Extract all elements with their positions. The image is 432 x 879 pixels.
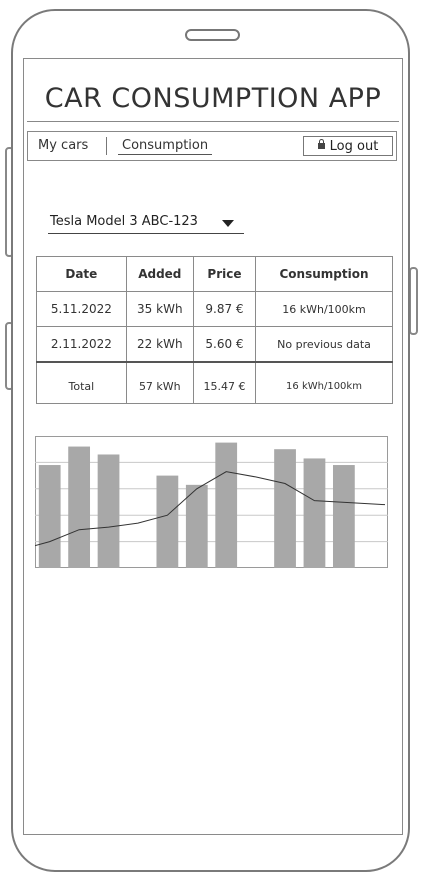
side-button-right [409, 267, 418, 335]
chart-bar [185, 484, 208, 568]
total-label: Total [36, 361, 127, 404]
header-price: Price [192, 256, 257, 292]
consumption-table: Date Added Price Consumption 5.11.2022 3… [36, 256, 393, 404]
row-consumption: 16 kWh/100km [255, 291, 393, 327]
chart-frame [35, 436, 388, 568]
chart-line-series [35, 471, 386, 547]
row-date: 2.11.2022 [36, 326, 127, 363]
table-row: 2.11.2022 22 kWh 5.60 € No previous data [36, 326, 393, 363]
header-added: Added [125, 256, 194, 292]
header-consumption: Consumption [255, 256, 393, 292]
table-total-row: Total 57 kWh 15.47 € 16 kWh/100km [36, 361, 393, 404]
total-consumption: 16 kWh/100km [255, 361, 393, 404]
chart-bar [156, 475, 179, 568]
row-added: 35 kWh [125, 291, 194, 327]
total-price: 15.47 € [192, 361, 257, 404]
logout-button[interactable]: Log out [303, 136, 393, 156]
table-row: 5.11.2022 35 kWh 9.87 € 16 kWh/100km [36, 291, 393, 327]
chart-bar [303, 458, 326, 568]
header-date: Date [36, 256, 127, 292]
chart-bar [97, 454, 120, 568]
chevron-down-icon[interactable] [222, 220, 234, 227]
nav-my-cars[interactable]: My cars [38, 138, 89, 153]
nav-divider [106, 137, 107, 155]
total-added: 57 kWh [125, 361, 194, 404]
nav-consumption-tab[interactable]: Consumption [118, 138, 213, 155]
nav-bar: My cars Consumption Log out [27, 131, 397, 161]
logout-label: Log out [329, 138, 379, 154]
row-price: 5.60 € [192, 326, 257, 363]
chart-bar [68, 446, 91, 568]
title-divider [27, 121, 399, 122]
chart-bar [274, 449, 296, 568]
chart-bar [215, 442, 238, 568]
table-header-row: Date Added Price Consumption [36, 256, 393, 292]
chart-bar [38, 465, 61, 568]
lock-icon [317, 139, 325, 149]
row-added: 22 kWh [125, 326, 194, 363]
chart-bar [332, 465, 355, 568]
phone-speaker [185, 29, 240, 41]
consumption-chart [35, 436, 388, 568]
row-price: 9.87 € [192, 291, 257, 327]
row-consumption: No previous data [255, 326, 393, 363]
car-select-value: Tesla Model 3 ABC-123 [50, 214, 198, 229]
app-title: CAR CONSUMPTION APP [44, 83, 382, 114]
row-date: 5.11.2022 [36, 291, 127, 327]
app-screen: CAR CONSUMPTION APP My cars Consumption … [23, 58, 403, 835]
car-select-dropdown[interactable]: Tesla Model 3 ABC-123 [48, 212, 244, 234]
